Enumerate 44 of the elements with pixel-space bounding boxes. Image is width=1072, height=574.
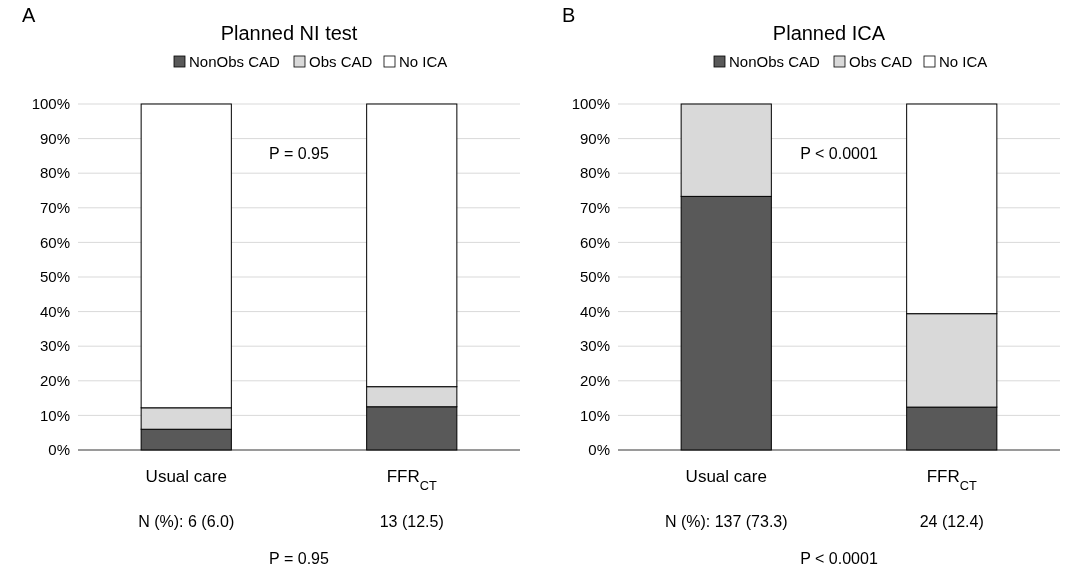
- y-tick-label: 30%: [579, 337, 610, 355]
- y-tick-label: 100%: [571, 95, 610, 113]
- legend-label: No ICA: [939, 53, 988, 71]
- y-tick-label: 0%: [588, 441, 610, 459]
- y-tick-label: 10%: [579, 406, 610, 424]
- annotation: P < 0.0001: [800, 145, 878, 163]
- text: 24 (12.4): [919, 513, 984, 530]
- chart-title: Planned ICA: [772, 22, 886, 44]
- y-tick-label: 70%: [579, 199, 610, 217]
- y-tick-label: 60%: [579, 233, 610, 251]
- legend-label: Obs CAD: [309, 53, 373, 71]
- y-tick-label: 90%: [39, 129, 70, 147]
- y-tick-label: 20%: [39, 372, 70, 390]
- text: A: [22, 4, 36, 26]
- y-tick-label: 80%: [579, 164, 610, 182]
- legend-label: NonObs CAD: [729, 53, 821, 71]
- y-tick-label: 80%: [39, 164, 70, 182]
- legend-label: Obs CAD: [849, 53, 913, 71]
- x-tick-label: FFR$_{CT}$: [926, 467, 977, 493]
- y-tick-label: 40%: [39, 302, 70, 320]
- x-tick-label: Usual care: [145, 467, 227, 486]
- chart-title: Planned NI test: [220, 22, 358, 44]
- annotation: P = 0.95: [269, 145, 329, 163]
- text: P < 0.0001: [800, 550, 878, 567]
- y-tick-label: 20%: [579, 372, 610, 390]
- y-tick-label: 10%: [39, 406, 70, 424]
- x-tick-label: FFR$_{CT}$: [386, 467, 437, 493]
- y-tick-label: 50%: [579, 268, 610, 286]
- text: N (%): 6 (6.0): [138, 513, 235, 530]
- text: B: [562, 4, 576, 26]
- y-tick-label: 90%: [579, 129, 610, 147]
- y-tick-label: 50%: [39, 268, 70, 286]
- y-tick-label: 70%: [39, 199, 70, 217]
- y-tick-label: 60%: [39, 233, 70, 251]
- y-tick-label: 40%: [579, 302, 610, 320]
- x-tick-label: Usual care: [685, 467, 767, 486]
- legend-label: No ICA: [399, 53, 448, 71]
- text: P = 0.95: [269, 550, 329, 567]
- y-tick-label: 0%: [48, 441, 70, 459]
- y-tick-label: 30%: [39, 337, 70, 355]
- y-tick-label: 100%: [31, 95, 70, 113]
- text: 13 (12.5): [379, 513, 444, 530]
- legend-label: NonObs CAD: [189, 53, 281, 71]
- text: N (%): 137 (73.3): [664, 513, 788, 530]
